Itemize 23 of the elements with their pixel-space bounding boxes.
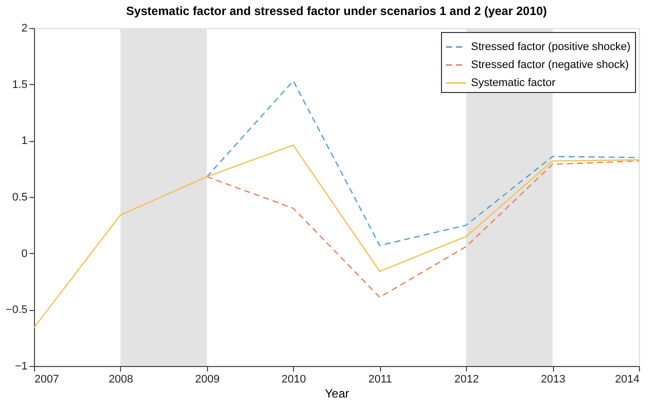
x-tick-label: 2011 (368, 374, 392, 386)
legend-label: Stressed factor (negative shock) (471, 59, 629, 71)
y-tick-label: −1 (14, 360, 28, 372)
y-tick-label: −0.5 (6, 304, 28, 316)
x-tick-label: 2010 (282, 374, 306, 386)
x-tick-label: 2014 (615, 374, 640, 386)
y-tick-label: 1 (21, 135, 28, 148)
x-axis-title: Year (324, 386, 350, 400)
y-tick-label: 0 (21, 248, 28, 260)
x-tick-label: 2008 (108, 374, 134, 386)
legend-label: Stressed factor (positive shocke) (471, 41, 631, 53)
y-tick-label: 2 (21, 22, 28, 34)
x-tick-label: 2007 (34, 374, 59, 386)
legend-label: Systematic factor (471, 77, 556, 89)
x-tick-label: 2012 (454, 374, 479, 386)
chart-title: Systematic factor and stressed factor under scenarios 1 and 2 (year 2010) (126, 4, 547, 18)
line-series (33, 144, 640, 328)
line-series (206, 160, 640, 298)
y-tick-label: 0.5 (12, 192, 28, 204)
x-tick-label: 2013 (540, 374, 566, 386)
y-tick-label: 1.5 (12, 78, 28, 91)
x-tick-label: 2009 (195, 374, 220, 386)
line-series (206, 80, 640, 246)
